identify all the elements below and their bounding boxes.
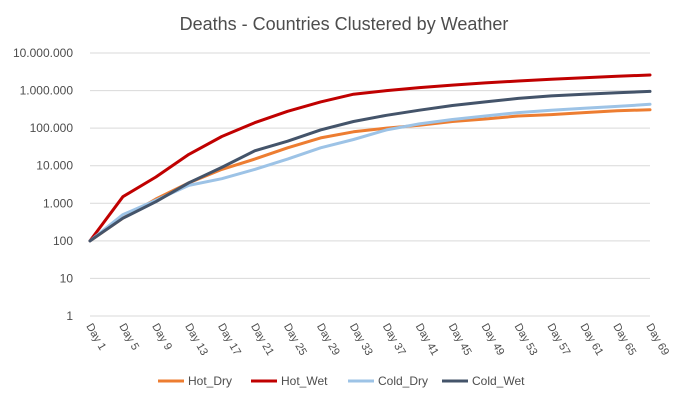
legend-label: Cold_Dry	[378, 374, 428, 388]
x-tick-label: Day 65	[610, 322, 638, 358]
x-tick-label: Day 25	[281, 322, 309, 358]
series-line-hot-wet	[88, 73, 652, 243]
y-tick-label: 10.000.000	[13, 46, 73, 60]
x-tick-label: Day 45	[446, 322, 474, 358]
grid-group	[90, 52, 650, 317]
y-tick-label: 1.000.000	[20, 84, 74, 98]
x-tick-label: Day 49	[479, 322, 507, 358]
x-tick-label: Day 1	[83, 322, 108, 353]
x-tick-label: Day 9	[149, 322, 174, 353]
x-tick-label: Day 53	[512, 322, 540, 358]
x-tick-label: Day 17	[215, 322, 243, 358]
y-tick-label: 10	[60, 271, 74, 285]
legend: Hot_Dry Hot_Wet Cold_Dry Cold_Wet	[158, 374, 525, 388]
x-tick-label: Day 41	[413, 322, 441, 358]
y-tick-label: 100	[53, 234, 73, 248]
chart-title: Deaths - Countries Clustered by Weather	[180, 14, 509, 34]
y-axis-tick-labels: 1 10 100 1.000 10.000 100.000 1.000.000 10.000.…	[13, 46, 73, 323]
legend-label: Hot_Wet	[281, 374, 328, 388]
legend-label: Cold_Wet	[472, 374, 525, 388]
x-tick-label: Day 61	[578, 322, 606, 358]
y-tick-label: 10.000	[36, 159, 73, 173]
x-tick-label: Day 5	[116, 322, 141, 353]
x-tick-label: Day 33	[347, 322, 375, 358]
y-tick-label: 1.000	[43, 196, 73, 210]
x-tick-label: Day 29	[314, 322, 342, 358]
x-tick-label: Day 57	[545, 322, 573, 358]
x-tick-label: Day 13	[182, 322, 210, 358]
x-tick-label: Day 69	[643, 322, 671, 358]
x-axis-tick-labels: Day 1 Day 5 Day 9 Day 13 Day 17 Day 21 Day 25 D…	[83, 322, 671, 358]
legend-label: Hot_Dry	[188, 374, 232, 388]
y-tick-label: 100.000	[30, 121, 74, 135]
series-lines	[88, 73, 652, 243]
series-line-hot-dry	[88, 108, 652, 243]
series-line-cold-dry	[88, 102, 652, 243]
x-tick-label: Day 37	[380, 322, 408, 358]
x-tick-label: Day 21	[248, 322, 276, 358]
series-line-cold-wet	[88, 89, 652, 243]
y-tick-label: 1	[66, 309, 73, 323]
